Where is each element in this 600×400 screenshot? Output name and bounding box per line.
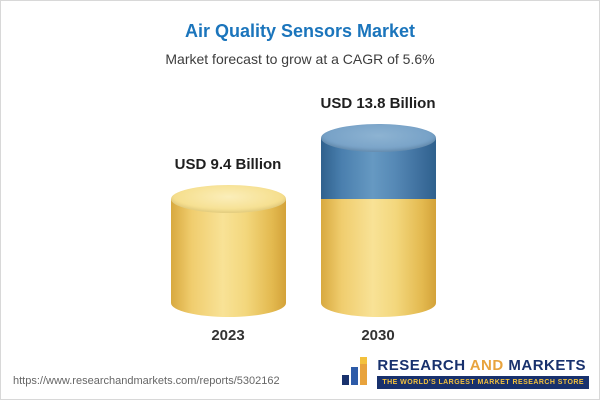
logo-word-research: RESEARCH [377,356,466,374]
cylinder-2030 [320,123,436,317]
cylinder-2023-top-cap [170,185,286,214]
cylinder-2030-top-cap [320,123,436,152]
chart-title: Air Quality Sensors Market [184,21,416,41]
cylinder-2023-body [170,199,286,303]
value-label-2023: USD 9.4 Billion [174,156,282,174]
logo-mark-icon [341,356,371,391]
category-label-2030: 2030 [361,327,395,344]
logo-wordmark: RESEARCH AND MARKETS [377,356,587,375]
bar-column-2023: USD 9.4 Billion 2023 [148,156,308,344]
chart-subtitle: Market forecast to grow at a CAGR of 5.6… [165,51,435,67]
value-label-2030: USD 13.8 Billion [320,94,436,112]
cylinder-2023-bottom-cap [170,289,286,317]
category-label-2023: 2023 [211,327,245,344]
cylinder-2023 [170,185,286,317]
logo-word-markets: MARKETS [508,356,587,374]
logo-tagline: THE WORLD'S LARGEST MARKET RESEARCH STOR… [377,376,589,390]
brand-logo: RESEARCH AND MARKETS THE WORLD'S LARGEST… [341,356,589,391]
source-url-link[interactable]: https://www.researchandmarkets.com/repor… [13,375,280,387]
logo-word-and: AND [469,356,504,374]
logo-text-block: RESEARCH AND MARKETS THE WORLD'S LARGEST… [377,356,589,390]
bar-column-2030: USD 13.8 Billion 2030 [298,95,458,344]
cylinder-2030-bottom-cap [320,289,436,317]
